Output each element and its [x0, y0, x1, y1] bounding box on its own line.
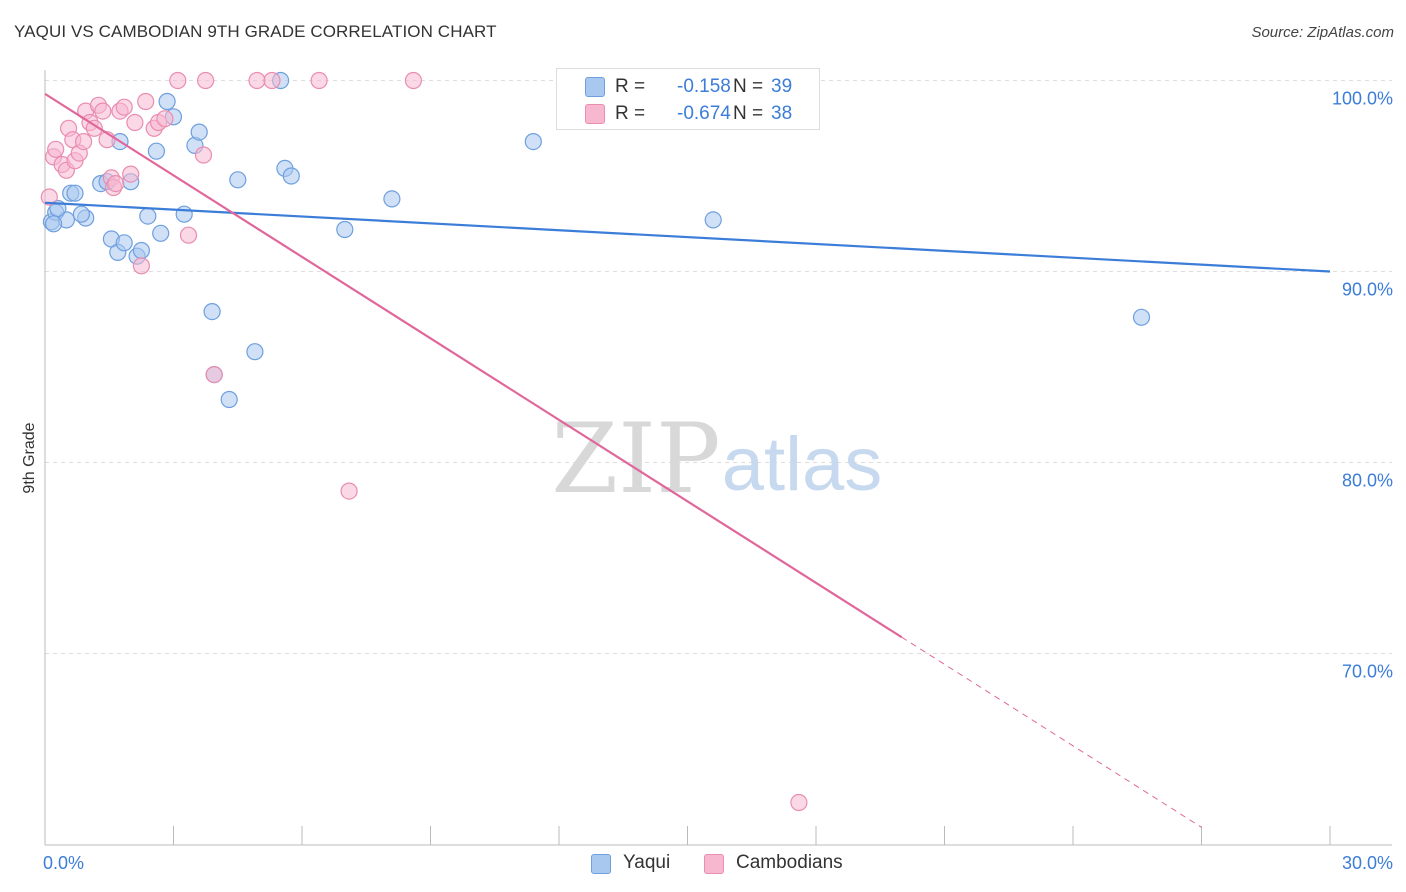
yaqui-point — [203, 303, 221, 321]
yaqui-point — [1132, 308, 1151, 326]
cambodians-point — [205, 366, 223, 384]
yaqui-point — [152, 224, 170, 242]
cambodians-point — [340, 482, 358, 500]
cambodians-point — [94, 102, 112, 120]
yaqui-point — [115, 234, 133, 252]
cambodians-point — [248, 71, 266, 90]
cambodians-point — [115, 98, 133, 116]
yaqui-point — [158, 92, 176, 111]
n-value: 39 — [771, 76, 793, 97]
watermark: ZIP atlas — [551, 403, 882, 515]
cambodians-swatch — [704, 854, 724, 874]
x-tick-label-max: 30.0% — [1342, 853, 1393, 873]
yaqui-swatch — [585, 77, 605, 97]
yaqui-point — [44, 215, 63, 233]
yaqui-point — [66, 184, 84, 202]
yaqui-point — [190, 123, 208, 141]
y-tick-label: 90.0% — [1342, 280, 1393, 300]
cambodians-point — [122, 165, 140, 183]
yaqui-trend-line — [44, 201, 1331, 273]
cambodians-point — [132, 257, 150, 275]
cambodians-trend-line-extrapolated — [901, 636, 1202, 828]
watermark-atlas: atlas — [722, 422, 883, 507]
yaqui-point — [282, 167, 300, 185]
cambodians-point — [790, 793, 808, 812]
r-label: R = — [615, 76, 646, 97]
trend-lines — [44, 92, 1331, 828]
yaqui-point — [229, 171, 247, 189]
x-tick-label-min: 0.0% — [43, 853, 84, 873]
cambodians-point — [47, 140, 65, 158]
y-tick-label: 80.0% — [1342, 471, 1393, 491]
chart-title: YAQUI VS CAMBODIAN 9TH GRADE CORRELATION… — [14, 22, 497, 41]
yaqui-point — [246, 343, 264, 361]
yaqui-point — [139, 207, 157, 225]
cambodians-point — [197, 71, 215, 90]
yaqui-point — [704, 211, 722, 229]
cambodians-point — [40, 188, 58, 206]
yaqui-point — [524, 133, 542, 151]
data-points — [40, 71, 1151, 812]
y-axis-title: 9th Grade — [21, 422, 38, 493]
yaqui-swatch — [591, 854, 611, 874]
source-label: Source: ZipAtlas.com — [1251, 24, 1394, 41]
cambodians-swatch — [585, 104, 605, 124]
watermark-zip: ZIP — [551, 403, 720, 515]
yaqui-point — [132, 241, 150, 260]
cambodians-point — [137, 92, 155, 111]
cambodians-point — [85, 119, 103, 137]
grid-lines — [45, 80, 1392, 654]
cambodians-point — [263, 71, 281, 90]
cambodians-point — [179, 226, 198, 244]
r-value: -0.158 — [677, 76, 731, 97]
cambodians-point — [156, 110, 174, 128]
yaqui-point — [147, 142, 165, 160]
yaqui-point — [220, 390, 238, 409]
y-tick-label: 100.0% — [1332, 89, 1393, 109]
r-value: -0.674 — [677, 103, 731, 124]
y-tick-label: 70.0% — [1342, 662, 1393, 682]
yaqui-point — [72, 205, 91, 223]
yaqui-point — [336, 220, 354, 239]
cambodians-point — [194, 146, 213, 164]
stats-legend: R = -0.158 N = 39 R = -0.674 N = 38 — [556, 68, 820, 130]
n-label: N = — [733, 103, 764, 124]
legend-label: Yaqui — [623, 852, 671, 873]
cambodians-point — [404, 71, 422, 90]
cambodians-trend-line — [44, 92, 903, 639]
cambodians-point — [74, 133, 93, 151]
axes — [44, 70, 1392, 846]
yaqui-point — [383, 190, 401, 208]
legend-label: Cambodians — [736, 852, 843, 873]
cambodians-point — [107, 175, 125, 193]
cambodians-point — [310, 71, 328, 90]
cambodians-point — [169, 71, 187, 90]
cambodians-point — [126, 113, 144, 132]
yaqui-point — [175, 205, 193, 223]
n-label: N = — [733, 76, 764, 97]
r-label: R = — [615, 103, 646, 124]
axis-labels: 100.0% 90.0% 80.0% 70.0% 0.0% 30.0% 9th Grade — [21, 89, 1393, 874]
n-value: 38 — [771, 103, 793, 124]
